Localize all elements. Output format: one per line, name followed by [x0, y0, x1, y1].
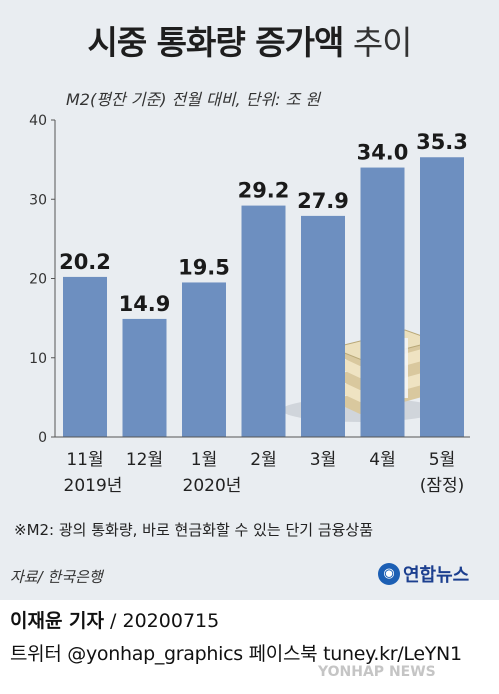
reporter-name: 이재윤 기자	[10, 610, 105, 632]
x-tick-label: 1월	[191, 450, 217, 470]
title-suffix: 추이	[352, 23, 413, 62]
yonhap-logo-icon: ◉	[378, 563, 400, 585]
y-tick-label: 30	[29, 192, 47, 208]
watermark: YONHAP NEWS	[318, 664, 436, 680]
y-tick-label: 40	[29, 113, 47, 129]
bar-value-label: 20.2	[59, 250, 111, 274]
x-tick-label: 11월	[66, 450, 103, 470]
title-main: 시중 통화량 증가액	[87, 23, 344, 62]
bar-chart: 0 10 20 30 40 20.2 11월 2019년 14.9 12월 19.5 1월 2020년 2…	[29, 113, 470, 496]
x-tick-label: 5월	[429, 450, 455, 470]
bar-value-label: 27.9	[297, 189, 349, 213]
chart-title: 시중 통화량 증가액 추이	[0, 16, 499, 64]
chart-subtitle: M2(평잔 기준) 전월 대비, 단위: 조 원	[66, 90, 321, 109]
bar	[122, 318, 167, 437]
y-tick-label: 20	[29, 272, 47, 288]
bar-value-label: 34.0	[357, 141, 409, 165]
x-tick-label: 4월	[369, 450, 395, 470]
bar	[360, 167, 405, 438]
bar	[182, 282, 226, 437]
x-tick-sublabel: (잠정)	[420, 476, 465, 496]
bar-value-label: 14.9	[119, 292, 171, 316]
x-tick-sublabel: 2019년	[64, 476, 123, 496]
bar	[420, 157, 464, 437]
bar	[241, 205, 286, 437]
yonhap-logo: ◉ 연합뉴스	[378, 560, 469, 588]
bar-value-label: 19.5	[178, 255, 230, 279]
bar-value-label: 29.2	[238, 179, 290, 203]
x-tick-label: 12월	[126, 450, 163, 470]
x-tick-label: 2월	[250, 450, 276, 470]
reporter-date: / 20200715	[104, 610, 220, 632]
reporter-line: 이재윤 기자 / 20200715	[10, 606, 219, 633]
footnote: ※M2: 광의 통화량, 바로 현금화할 수 있는 단기 금융상품	[14, 521, 374, 539]
y-tick-label: 10	[29, 351, 47, 367]
social-links: 트위터 @yonhap_graphics 페이스북 tuney.kr/LeYN1	[10, 643, 462, 665]
x-tick-label: 3월	[310, 450, 336, 470]
logo-text: 연합뉴스	[403, 565, 470, 586]
x-tick-sublabel: 2020년	[183, 476, 242, 496]
bar	[63, 276, 107, 437]
y-tick-label: 0	[38, 430, 47, 446]
source-credit: 자료/ 한국은행	[10, 568, 103, 586]
bar	[301, 215, 345, 437]
bar-value-label: 35.3	[416, 130, 468, 154]
